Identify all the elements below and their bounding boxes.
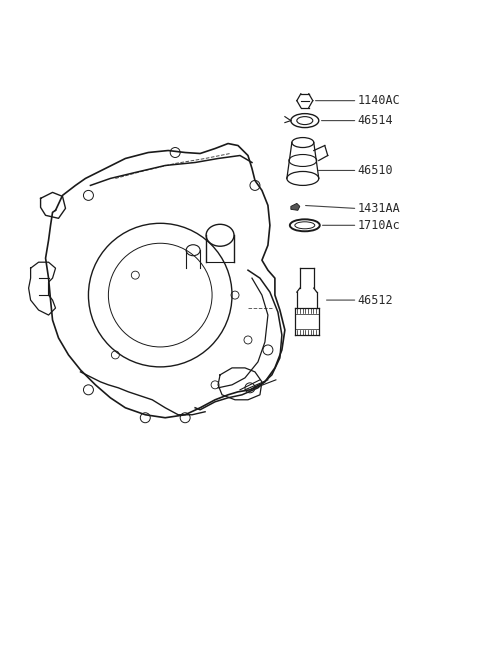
Text: 1431AA: 1431AA (358, 202, 400, 215)
Text: 1140AC: 1140AC (358, 94, 400, 107)
Text: 1710Ac: 1710Ac (358, 219, 400, 232)
Text: 46514: 46514 (358, 114, 393, 127)
Text: 46512: 46512 (358, 294, 393, 307)
Polygon shape (291, 204, 300, 210)
Polygon shape (46, 143, 285, 418)
Ellipse shape (292, 137, 314, 148)
Ellipse shape (287, 171, 319, 185)
Text: 46510: 46510 (358, 164, 393, 177)
